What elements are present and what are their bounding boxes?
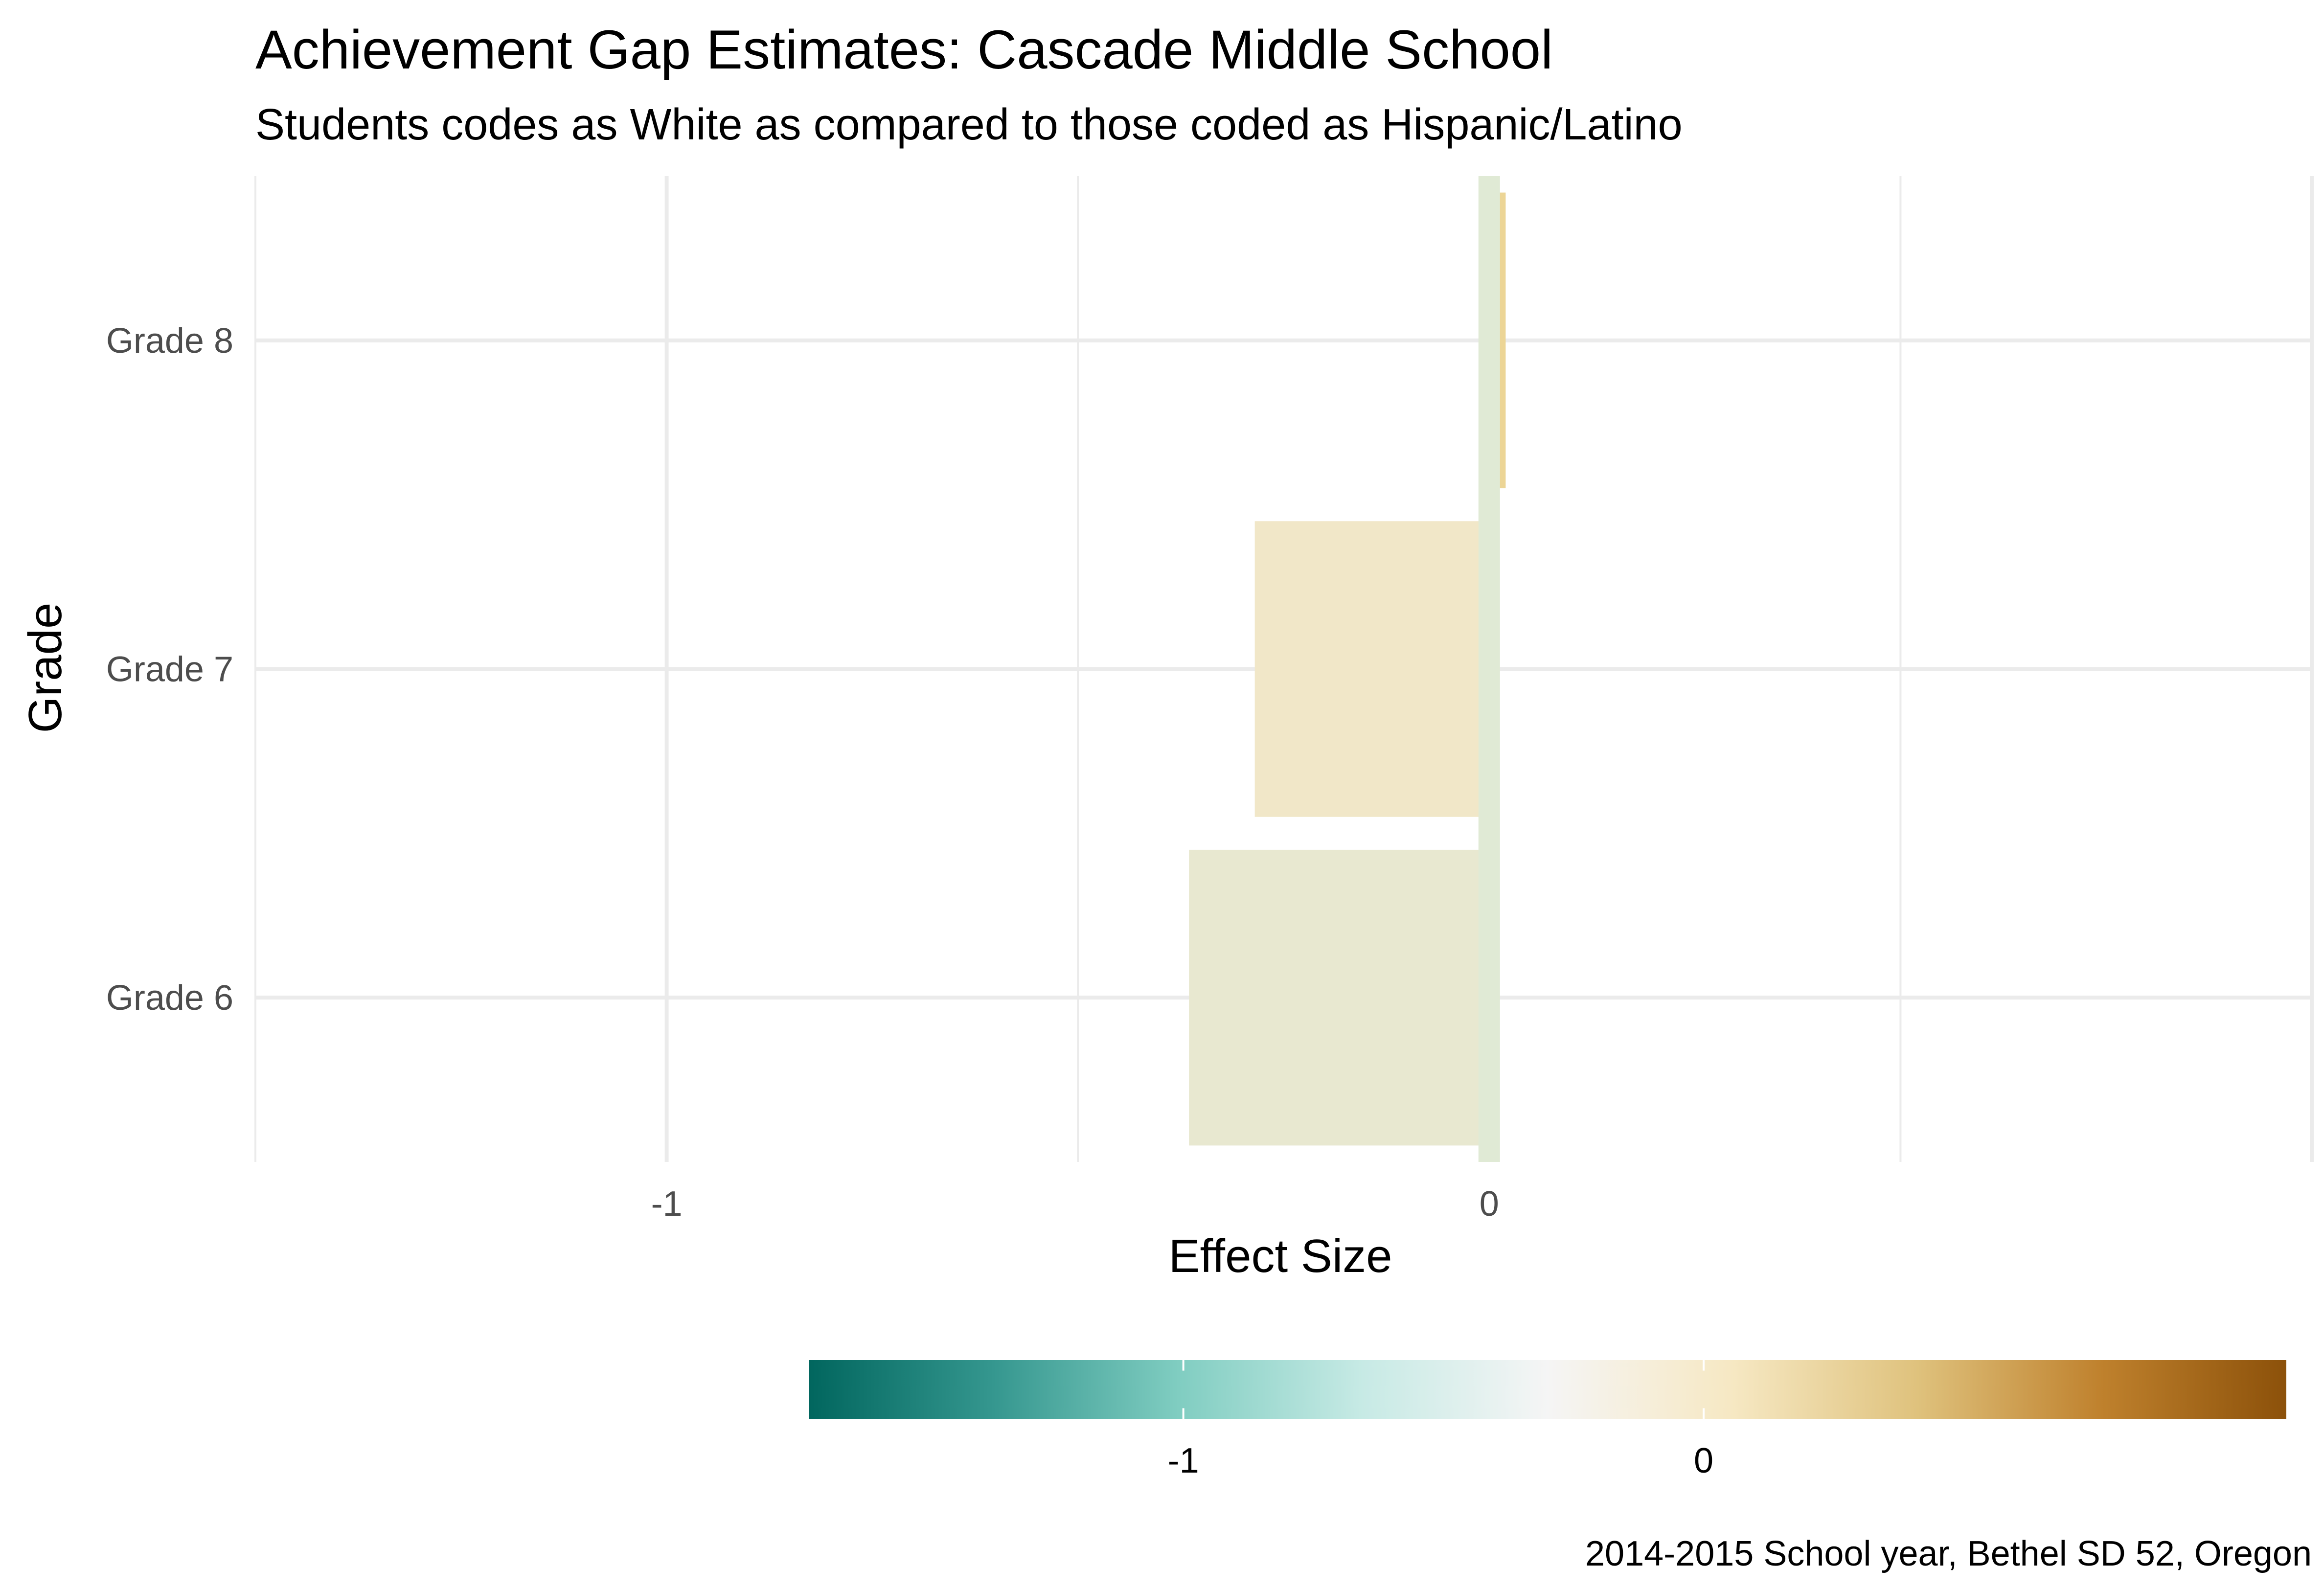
legend-ticks: -1 0 [1168, 1360, 1713, 1480]
legend-colorbar [809, 1360, 2286, 1419]
chart-subtitle: Students codes as White as compared to t… [255, 100, 1683, 149]
x-axis-title: Effect Size [1168, 1230, 1392, 1282]
x-tick-label: 0 [1480, 1184, 1499, 1224]
bar-grade-7 [1254, 521, 1489, 817]
bar-grade-6 [1189, 849, 1489, 1146]
legend-tick-label: -1 [1168, 1441, 1199, 1480]
y-tick-label: Grade 6 [106, 978, 233, 1018]
y-tick-label: Grade 8 [106, 321, 233, 361]
bars [1189, 192, 1506, 1146]
chart-caption: 2014-2015 School year, Bethel SD 52, Ore… [1585, 1534, 2312, 1573]
y-axis-title: Grade [19, 603, 71, 733]
y-axis-ticks: Grade 6 Grade 7 Grade 8 [106, 321, 233, 1018]
legend-tick-label: 0 [1694, 1441, 1713, 1480]
y-tick-label: Grade 7 [106, 650, 233, 689]
x-tick-label: -1 [651, 1184, 683, 1224]
x-axis-ticks: -1 0 [651, 1184, 1499, 1224]
zero-reference-line [1478, 176, 1500, 1162]
chart-title: Achievement Gap Estimates: Cascade Middl… [255, 19, 1553, 80]
